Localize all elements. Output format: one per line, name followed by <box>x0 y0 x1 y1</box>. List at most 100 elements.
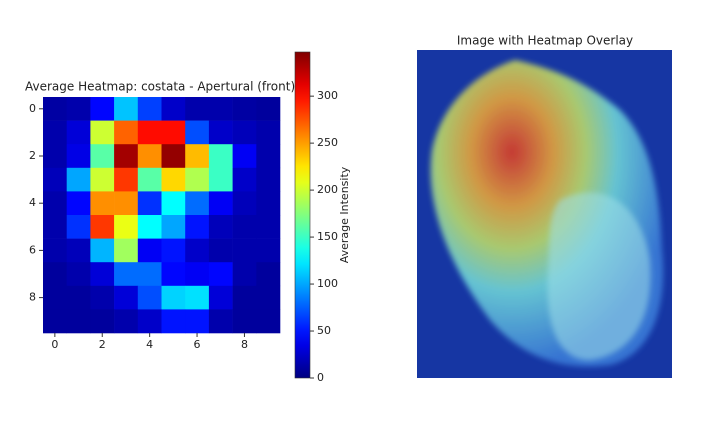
heat-cell <box>114 309 139 334</box>
heat-cell <box>185 191 210 216</box>
heat-cell <box>90 191 115 216</box>
heat-cell <box>43 238 67 263</box>
heat-cell <box>66 285 91 310</box>
heat-cell <box>43 167 67 192</box>
heat-cell <box>185 167 210 192</box>
heat-cell <box>90 285 115 310</box>
heat-cell <box>185 309 210 334</box>
heat-cell <box>114 97 139 121</box>
heat-cell <box>185 144 210 169</box>
heat-cell <box>208 309 233 334</box>
heat-cell <box>185 97 210 121</box>
heat-cell <box>208 120 233 145</box>
overlay-image <box>417 50 672 378</box>
heat-cell <box>232 262 257 287</box>
heat-cell <box>114 191 139 216</box>
heat-cell <box>208 285 233 310</box>
heat-cell <box>161 97 186 121</box>
heat-cell <box>43 309 67 334</box>
heat-cell <box>161 309 186 334</box>
heat-cell <box>137 215 162 239</box>
y-tick-label: 0 <box>29 102 36 115</box>
x-tick-label: 8 <box>241 338 248 351</box>
heat-cell <box>161 120 186 145</box>
y-tick-label: 4 <box>29 196 36 209</box>
heat-cell <box>114 285 139 310</box>
heat-cell <box>114 238 139 263</box>
heat-cell <box>185 262 210 287</box>
heat-cell <box>114 262 139 287</box>
heat-cell <box>137 97 162 121</box>
heat-cell <box>43 144 67 169</box>
heat-cell <box>256 167 281 192</box>
colorbar-tick-label: 100 <box>317 277 338 290</box>
heat-cell <box>161 191 186 216</box>
heat-cell <box>232 120 257 145</box>
colorbar-tick-label: 50 <box>317 324 331 337</box>
heat-cell <box>185 120 210 145</box>
heatmap-title: Average Heatmap: costata - Apertural (fr… <box>25 80 295 94</box>
heat-cell <box>66 262 91 287</box>
heat-cell <box>66 144 91 169</box>
heat-cell <box>90 167 115 192</box>
heat-cell <box>43 215 67 239</box>
heat-cell <box>161 238 186 263</box>
heat-cell <box>185 215 210 239</box>
heat-cell <box>161 262 186 287</box>
heat-cell <box>43 97 67 121</box>
heat-cell <box>208 97 233 121</box>
heat-cell <box>66 215 91 239</box>
heat-cell <box>208 167 233 192</box>
heat-cell <box>114 120 139 145</box>
heat-cell <box>137 120 162 145</box>
overlay-title: Image with Heatmap Overlay <box>457 34 633 48</box>
heat-cell <box>43 191 67 216</box>
heat-cell <box>256 215 281 239</box>
heat-cell <box>114 167 139 192</box>
heat-cell <box>232 97 257 121</box>
y-tick-label: 8 <box>29 291 36 304</box>
heat-cell <box>137 285 162 310</box>
heat-cell <box>232 144 257 169</box>
heat-cell <box>90 97 115 121</box>
heat-cell <box>256 120 281 145</box>
colorbar-label: Average Intensity <box>338 166 351 263</box>
heat-cell <box>90 144 115 169</box>
heat-cell <box>208 144 233 169</box>
heat-cell <box>66 191 91 216</box>
x-tick-label: 4 <box>146 338 153 351</box>
colorbar-tick-label: 250 <box>317 136 338 149</box>
heat-cell <box>66 120 91 145</box>
heat-cell <box>232 285 257 310</box>
heat-cell <box>66 238 91 263</box>
heat-cell <box>256 309 281 334</box>
colorbar <box>294 51 311 379</box>
heat-cell <box>66 309 91 334</box>
x-tick-label: 0 <box>51 338 58 351</box>
heat-cell <box>90 238 115 263</box>
heat-cell <box>43 262 67 287</box>
heat-cell <box>208 262 233 287</box>
colorbar-tick-label: 300 <box>317 89 338 102</box>
y-tick-label: 6 <box>29 243 36 256</box>
heat-cell <box>137 262 162 287</box>
heat-cell <box>208 238 233 263</box>
heat-cell <box>43 120 67 145</box>
colorbar-tick-label: 0 <box>317 371 324 384</box>
heat-cell <box>90 120 115 145</box>
x-tick-label: 6 <box>194 338 201 351</box>
heat-cell <box>161 144 186 169</box>
colorbar-tick-label: 200 <box>317 183 338 196</box>
heat-cell <box>66 97 91 121</box>
heat-cell <box>137 238 162 263</box>
colorbar-tick-label: 150 <box>317 230 338 243</box>
heat-cell <box>43 285 67 310</box>
heat-cell <box>137 309 162 334</box>
heat-cell <box>208 191 233 216</box>
heat-cell <box>208 215 233 239</box>
heat-cell <box>256 262 281 287</box>
heat-cell <box>256 144 281 169</box>
heat-cell <box>161 167 186 192</box>
heat-cell <box>232 238 257 263</box>
